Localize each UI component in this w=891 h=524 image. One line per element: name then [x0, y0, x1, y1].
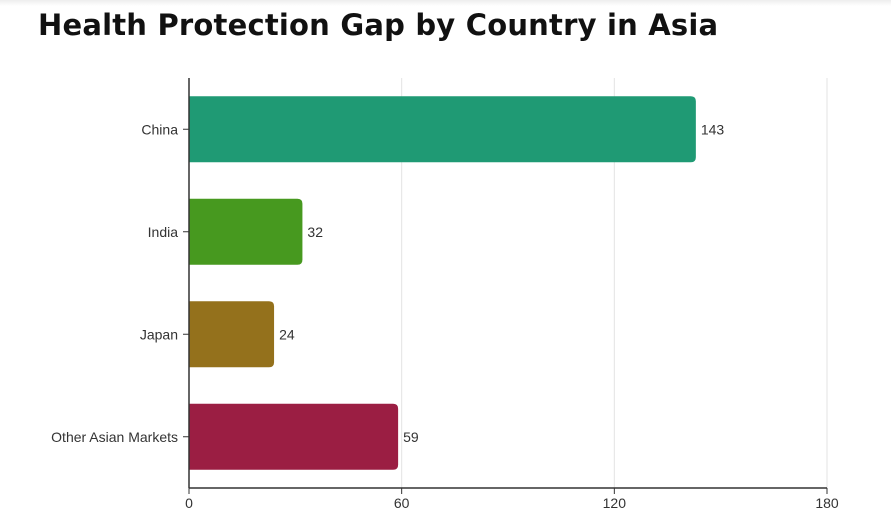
- value-label: 32: [307, 224, 323, 240]
- axes: [183, 78, 828, 494]
- bar-other-asian-markets: [189, 403, 399, 470]
- bar-japan: [189, 301, 275, 368]
- value-label: 24: [279, 326, 295, 342]
- x-tick-label: 60: [394, 495, 410, 511]
- x-tick-label: 180: [815, 495, 839, 511]
- category-label: India: [148, 224, 179, 240]
- labels: 0 60 120 180 China 143 India 32 Japan 24 Other Asi…: [51, 121, 839, 511]
- value-label: 59: [403, 429, 419, 445]
- category-label: Other Asian Markets: [51, 429, 178, 445]
- x-tick-label: 0: [185, 495, 193, 511]
- bars: [189, 96, 696, 470]
- bar-india: [189, 198, 303, 265]
- bar-china: [189, 96, 696, 163]
- top-fade: [0, 0, 891, 6]
- x-tick-label: 120: [603, 495, 627, 511]
- chart-title: Health Protection Gap by Country in Asia: [38, 8, 719, 42]
- category-label: China: [141, 121, 178, 137]
- category-label: Japan: [140, 326, 178, 342]
- value-label: 143: [701, 121, 725, 137]
